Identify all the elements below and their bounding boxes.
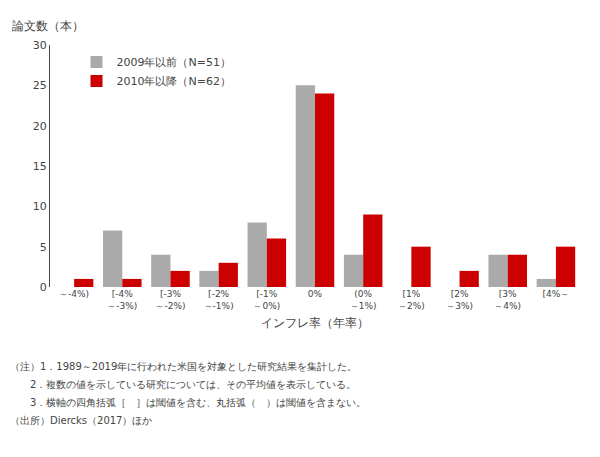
svg-text:30: 30 [33,39,47,52]
svg-text:[1%～2%): [1%～2%) [398,289,425,311]
svg-text:～-4%): ～-4%) [59,289,89,299]
svg-text:0%: 0% [308,289,323,299]
svg-text:5: 5 [40,241,47,254]
svg-text:[-1%～0%): [-1%～0%) [253,289,280,311]
svg-text:[-4%～-3%): [-4%～-3%) [107,289,137,311]
svg-text:10: 10 [33,200,47,213]
svg-text:20: 20 [33,120,47,133]
svg-text:(0%～1%): (0%～1%) [350,289,377,311]
svg-text:[-3%～-2%): [-3%～-2%) [155,289,185,311]
svg-text:[-2%～-1%): [-2%～-1%) [204,289,234,311]
svg-text:2010年以降（N=62）: 2010年以降（N=62） [117,75,231,88]
svg-text:25: 25 [33,79,47,92]
svg-text:0: 0 [40,281,47,294]
svg-text:インフレ率（年率）: インフレ率（年率） [261,316,369,330]
svg-text:3．横軸の四角括弧［ ］は閾値を含む、丸括弧（ ）は閾値を含: 3．横軸の四角括弧［ ］は閾値を含む、丸括弧（ ）は閾値を含まない。 [10,397,366,408]
svg-text:[4%～: [4%～ [543,289,570,299]
svg-text:（注）1．1989～2019年に行われた米国を対象とした研究: （注）1．1989～2019年に行われた米国を対象とした研究結果を集計した。 [10,361,357,372]
svg-text:論文数（本）: 論文数（本） [12,19,84,33]
svg-text:[2%～3%): [2%～3%) [446,289,473,311]
svg-text:[3%～4%): [3%～4%) [494,289,521,311]
svg-text:2．複数の値を示している研究については、その平均値を表示して: 2．複数の値を示している研究については、その平均値を表示している。 [10,379,356,390]
svg-text:2009年以前（N=51）: 2009年以前（N=51） [117,56,231,69]
svg-text:15: 15 [33,160,47,173]
svg-text:（出所）Diercks（2017）ほか: （出所）Diercks（2017）ほか [10,415,152,426]
